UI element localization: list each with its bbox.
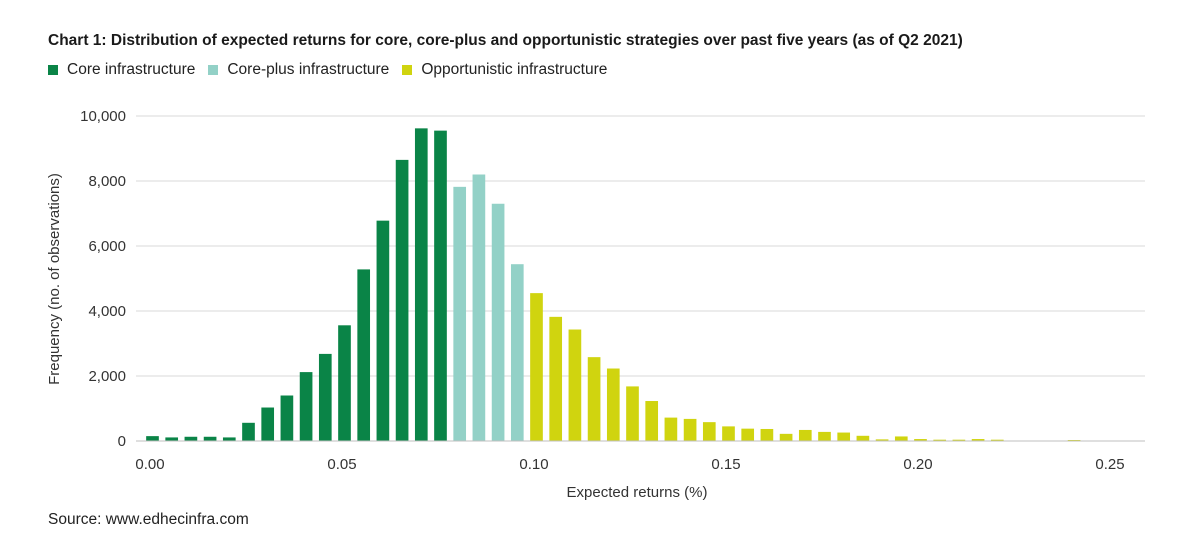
x-tick-label: 0.20	[903, 456, 932, 473]
legend-item-core-plus: Core-plus infrastructure	[208, 61, 389, 79]
bar	[549, 316, 563, 441]
bar	[530, 293, 543, 442]
bar	[165, 437, 179, 441]
bar	[510, 264, 524, 441]
legend-label-core-plus: Core-plus infrastructure	[227, 61, 390, 78]
bar	[645, 401, 659, 441]
bar	[242, 422, 255, 441]
x-tick-label: 0.15	[711, 456, 740, 473]
legend-item-opportunistic: Opportunistic infrastructure	[402, 61, 607, 79]
gridlines	[136, 115, 1145, 377]
bar	[472, 174, 486, 441]
bar	[914, 439, 927, 441]
bar	[357, 269, 371, 441]
chart-legend: Core infrastructure Core-plus infrastruc…	[48, 61, 620, 79]
bar	[376, 220, 390, 441]
x-tick-label: 0.25	[1095, 456, 1124, 473]
bar	[587, 357, 601, 441]
x-tick-label: 0.10	[519, 456, 548, 473]
bar	[414, 128, 428, 441]
bar	[894, 436, 908, 441]
bar	[875, 439, 889, 442]
bar	[683, 418, 697, 441]
bar	[760, 428, 774, 441]
bar	[779, 433, 793, 441]
bar	[568, 329, 582, 441]
bar	[741, 428, 755, 441]
bar	[280, 395, 294, 441]
y-tick-label: 0	[118, 433, 126, 450]
bar	[702, 422, 716, 441]
bar	[261, 407, 275, 441]
bar	[933, 439, 947, 441]
bar	[184, 436, 198, 441]
x-tick-label: 0.00	[135, 456, 164, 473]
x-tick-label: 0.05	[327, 456, 356, 473]
y-tick-label: 8,000	[88, 173, 126, 190]
source-note: Source: www.edhecinfra.com	[48, 511, 249, 528]
chart-title: Chart 1: Distribution of expected return…	[48, 32, 963, 49]
bar	[491, 203, 505, 441]
y-axis-label: Frequency (no. of observations)	[46, 173, 63, 385]
legend-swatch-core-plus	[208, 65, 219, 75]
legend-label-opportunistic: Opportunistic infrastructure	[421, 61, 608, 78]
y-tick-label: 2,000	[88, 368, 126, 385]
legend-swatch-opportunistic	[402, 65, 413, 75]
bar	[837, 432, 851, 441]
bar	[856, 435, 870, 441]
bar	[338, 325, 351, 441]
x-axis-label: Expected returns (%)	[567, 484, 708, 501]
bar	[318, 353, 332, 441]
bar	[818, 431, 831, 441]
axes: 0 2,000 4,000 6,000 8,000 10,000 0.00 0.05 0.10 0…	[80, 108, 1145, 473]
bar	[606, 368, 620, 441]
legend-item-core: Core infrastructure	[48, 61, 195, 79]
legend-swatch-core	[48, 65, 58, 75]
bar	[299, 372, 313, 441]
y-tick-label: 4,000	[88, 303, 126, 320]
bar	[146, 436, 159, 442]
bar	[798, 429, 812, 441]
bar	[453, 186, 467, 441]
bar	[722, 426, 735, 442]
y-tick-label: 10,000	[80, 108, 126, 125]
bar	[664, 417, 678, 441]
bar	[626, 386, 639, 441]
bar	[434, 130, 447, 442]
bar	[395, 159, 409, 442]
bar	[222, 437, 236, 441]
bar	[990, 439, 1004, 441]
bar	[203, 436, 217, 441]
bar	[952, 439, 966, 441]
legend-label-core: Core infrastructure	[67, 61, 196, 78]
bars	[146, 128, 1081, 442]
bar	[971, 439, 985, 441]
y-tick-label: 6,000	[88, 238, 126, 255]
